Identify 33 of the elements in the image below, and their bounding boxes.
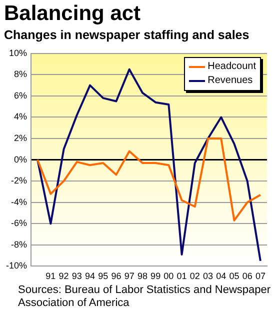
x-tick-label: 94	[85, 271, 96, 282]
y-tick-label: -6%	[10, 218, 28, 228]
x-tick-label: 92	[58, 271, 69, 282]
x-tick-label: 91	[46, 271, 56, 282]
y-tick-label: -4%	[10, 196, 28, 207]
y-tick-label: 8%	[14, 69, 28, 80]
y-tick-label: 4%	[14, 112, 28, 122]
x-tick-label: 97	[124, 271, 134, 282]
x-tick-label: 99	[150, 271, 161, 282]
x-tick-label: 05	[229, 271, 240, 282]
legend-label: Headcount	[208, 60, 256, 74]
x-tick-label: 06	[242, 271, 252, 282]
y-tick-label: -10%	[6, 260, 28, 271]
x-tick-label: 01	[176, 271, 187, 282]
chart-title: Balancing act	[4, 2, 142, 26]
x-tick-label: 07	[255, 271, 266, 282]
y-tick-label: 0%	[14, 154, 28, 164]
legend-label: Revenues	[208, 74, 253, 88]
x-tick-label: 96	[111, 271, 122, 282]
x-tick-label: 04	[216, 271, 226, 282]
y-tick-label: -2%	[10, 176, 28, 186]
x-tick-label: 95	[98, 271, 108, 282]
x-tick-label: 98	[137, 271, 148, 282]
x-tick-label: 00	[164, 271, 174, 282]
x-tick-label: 03	[202, 271, 214, 282]
y-tick-label: -8%	[10, 239, 28, 250]
chart-subtitle: Changes in newspaper staffing and sales	[4, 27, 250, 44]
y-tick-label: 2%	[14, 133, 28, 144]
y-tick-label: 10%	[8, 48, 28, 58]
x-tick-label: 93	[72, 271, 82, 282]
y-tick-label: 6%	[14, 90, 28, 100]
source-note: Sources: Bureau of Labor Statistics and Newspaper Association of America	[18, 284, 272, 310]
x-tick-label: 02	[190, 271, 200, 282]
